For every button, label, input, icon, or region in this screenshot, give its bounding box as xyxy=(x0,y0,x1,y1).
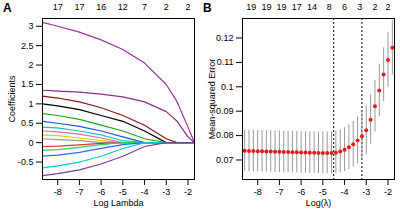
svg-text:2.5: 2.5 xyxy=(21,41,34,51)
svg-text:17: 17 xyxy=(53,2,63,12)
svg-text:0.07: 0.07 xyxy=(216,155,234,165)
svg-text:0.5: 0.5 xyxy=(21,118,34,128)
svg-text:2: 2 xyxy=(28,60,33,70)
svg-text:16: 16 xyxy=(96,2,106,12)
svg-text:Log(λ): Log(λ) xyxy=(306,198,332,208)
svg-text:2: 2 xyxy=(385,2,390,12)
svg-text:1: 1 xyxy=(28,99,33,109)
svg-text:17: 17 xyxy=(292,2,302,12)
svg-text:-5: -5 xyxy=(119,187,127,197)
svg-text:-7: -7 xyxy=(275,187,283,197)
svg-text:2: 2 xyxy=(164,2,169,12)
svg-text:0: 0 xyxy=(28,138,33,148)
svg-text:19: 19 xyxy=(261,2,271,12)
svg-text:0.08: 0.08 xyxy=(216,130,234,140)
svg-text:8: 8 xyxy=(327,2,332,12)
svg-text:-6: -6 xyxy=(297,187,305,197)
svg-text:0.09: 0.09 xyxy=(216,106,234,116)
svg-text:0.1: 0.1 xyxy=(221,82,234,92)
svg-text:7: 7 xyxy=(142,2,147,12)
svg-text:0.11: 0.11 xyxy=(217,57,234,67)
svg-text:19: 19 xyxy=(246,2,256,12)
svg-text:-2: -2 xyxy=(184,187,192,197)
svg-text:2: 2 xyxy=(185,2,190,12)
svg-text:19: 19 xyxy=(277,2,287,12)
svg-text:3: 3 xyxy=(28,21,33,31)
svg-text:3: 3 xyxy=(357,2,362,12)
svg-text:-8: -8 xyxy=(254,187,262,197)
html-text:B: B xyxy=(203,1,212,15)
svg-text:Mean-squared Error: Mean-squared Error xyxy=(207,59,217,140)
svg-text:-3: -3 xyxy=(362,187,370,197)
svg-text:0.12: 0.12 xyxy=(216,33,234,43)
svg-text:-8: -8 xyxy=(54,187,62,197)
svg-text:-4: -4 xyxy=(141,187,149,197)
svg-text:-7: -7 xyxy=(75,187,83,197)
svg-text:-4: -4 xyxy=(341,187,349,197)
svg-text:-6: -6 xyxy=(97,187,105,197)
svg-text:-5: -5 xyxy=(319,187,327,197)
svg-text:1.5: 1.5 xyxy=(21,79,34,89)
svg-text:-2: -2 xyxy=(384,187,392,197)
html-text:A: A xyxy=(3,1,12,15)
svg-text:17: 17 xyxy=(74,2,84,12)
svg-text:Coefficients: Coefficients xyxy=(7,75,17,122)
svg-text:14: 14 xyxy=(307,2,317,12)
svg-text:6: 6 xyxy=(342,2,347,12)
svg-text:Log Lambda: Log Lambda xyxy=(93,198,143,208)
svg-text:-3: -3 xyxy=(162,187,170,197)
svg-text:-0.5: -0.5 xyxy=(18,157,34,167)
svg-text:12: 12 xyxy=(118,2,128,12)
svg-text:2: 2 xyxy=(372,2,377,12)
